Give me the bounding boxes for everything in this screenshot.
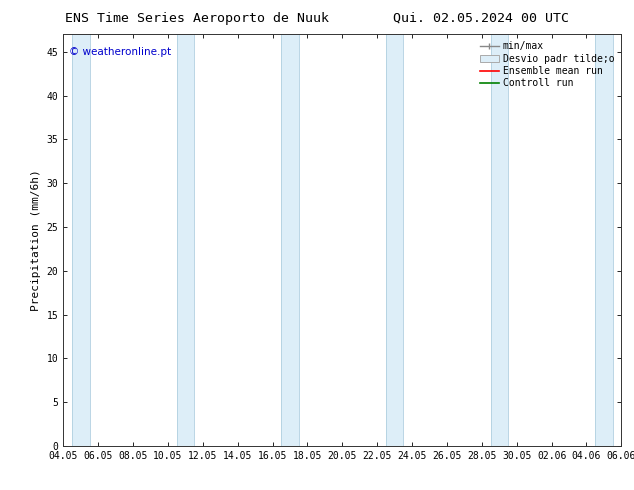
- Bar: [72, 34, 89, 446]
- Bar: [595, 34, 612, 446]
- Text: © weatheronline.pt: © weatheronline.pt: [69, 47, 171, 57]
- Bar: [177, 34, 194, 446]
- Bar: [491, 34, 508, 446]
- Legend: min/max, Desvio padr tilde;o, Ensemble mean run, Controll run: min/max, Desvio padr tilde;o, Ensemble m…: [477, 39, 616, 90]
- Text: ENS Time Series Aeroporto de Nuuk        Qui. 02.05.2024 00 UTC: ENS Time Series Aeroporto de Nuuk Qui. 0…: [65, 12, 569, 25]
- Bar: [281, 34, 299, 446]
- Y-axis label: Precipitation (mm/6h): Precipitation (mm/6h): [31, 169, 41, 311]
- Bar: [386, 34, 403, 446]
